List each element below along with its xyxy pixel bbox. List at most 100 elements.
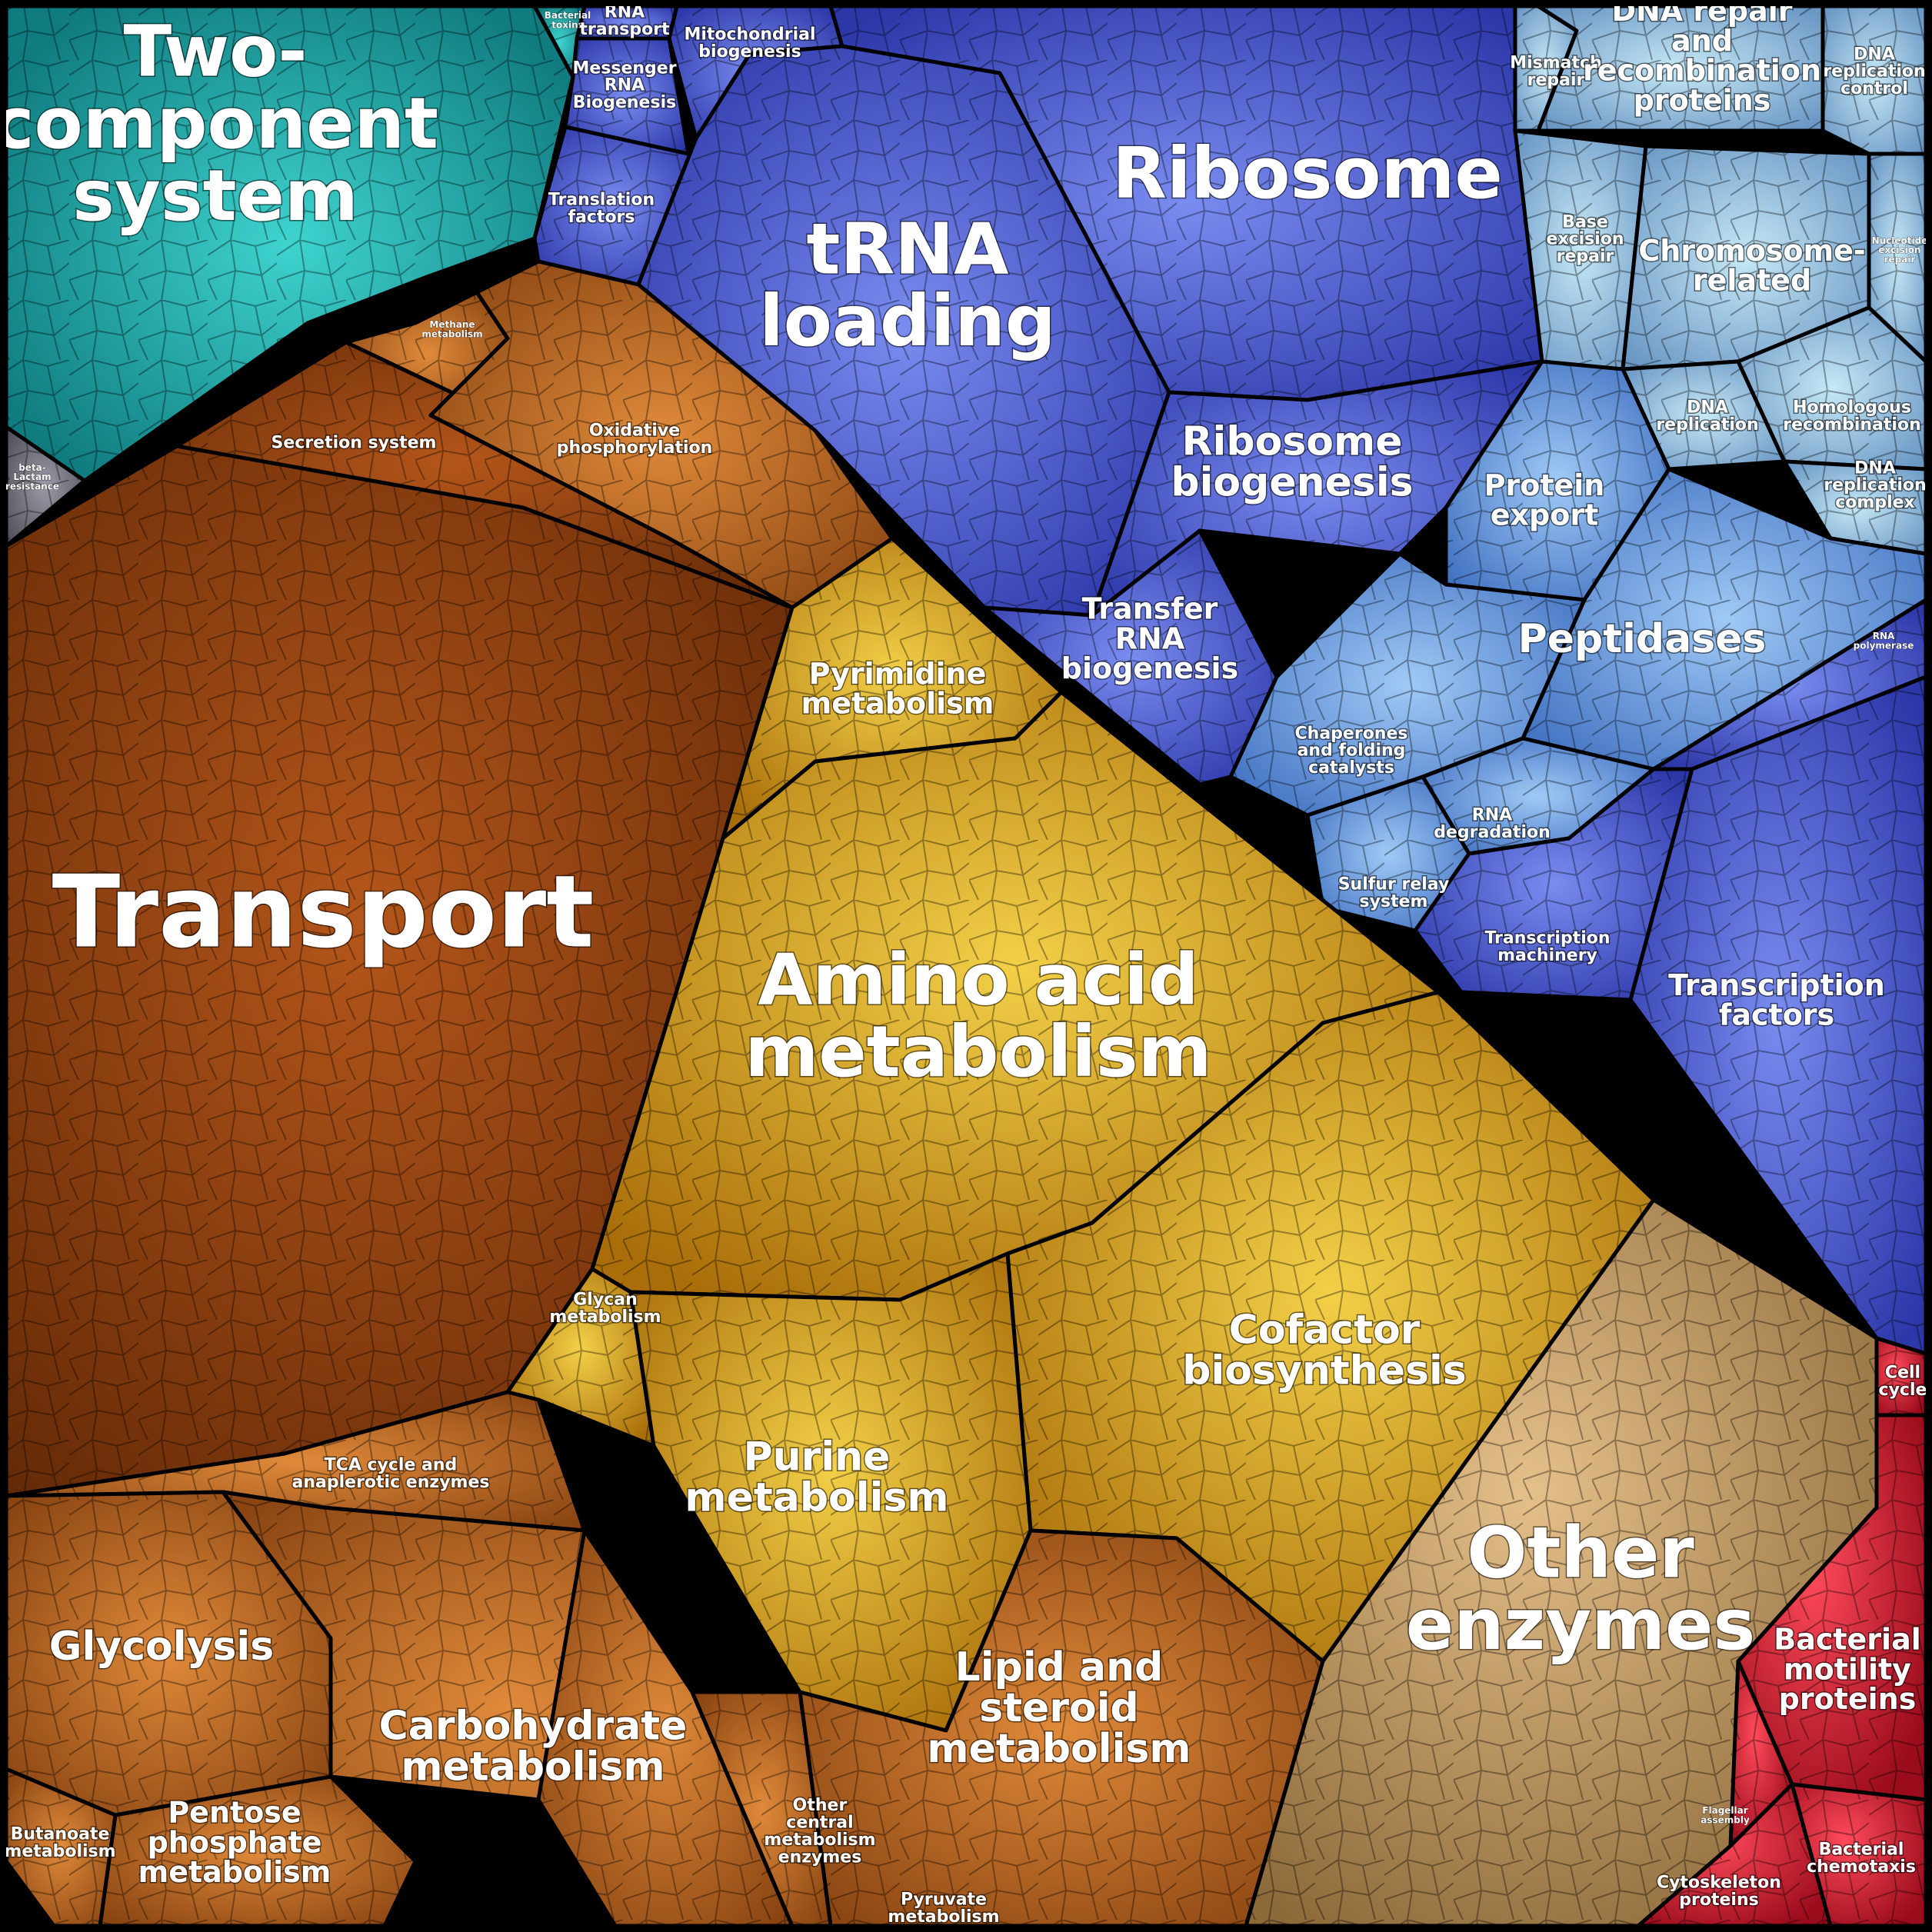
cell-texture [1446, 361, 1669, 600]
label-line: Methane [429, 319, 475, 330]
label-line: DNA [1854, 45, 1895, 64]
cell-texture [1823, 6, 1926, 154]
cell-two-component [4, 4, 575, 483]
label-line: Glycan [573, 1290, 638, 1309]
label-line: recombination [1583, 54, 1821, 88]
cell-protein-export [1444, 359, 1671, 602]
label-line: Butanoate [11, 1824, 110, 1844]
label-line: Messenger [572, 58, 676, 78]
cell-texture [431, 261, 892, 608]
cell-texture [535, 6, 585, 77]
label-line: complex [1835, 493, 1914, 512]
label-dna-replication-complex: DNA replication complex [1824, 458, 1926, 512]
label-line: Pyruvate [901, 1890, 987, 1909]
cell-lipid [798, 1528, 1325, 1928]
cell-texture [6, 427, 85, 546]
label-carbohydrate: Carbohydrate metabolism [379, 1704, 688, 1790]
label-line: system [72, 155, 358, 237]
label-line: phosphate [148, 1825, 322, 1859]
label-line: Homologous [1793, 398, 1911, 417]
label-rna-degradation: RNA degradation [1434, 805, 1551, 841]
label-line: Chromosome- [1638, 234, 1865, 268]
cell-texture [1738, 308, 1926, 469]
label-line: Glycolysis [49, 1624, 274, 1670]
label-trna-loading: tRNA loading [759, 208, 1056, 362]
cell-texture [1423, 738, 1654, 854]
label-translation-factors: Translation factors [548, 190, 655, 226]
cell-texture [984, 531, 1277, 784]
label-line: system [1360, 892, 1428, 911]
cell-pentose [98, 1774, 418, 1928]
label-sulfur-relay: Sulfur relay system [1338, 874, 1450, 911]
label-line: Chaperones [1295, 724, 1408, 743]
cell-texture [1523, 469, 1926, 769]
label-line: RNA [1873, 631, 1895, 641]
label-line: anaplerotic enzymes [292, 1473, 490, 1492]
cell-texture [1738, 1415, 1926, 1800]
label-line: metabolism [764, 1830, 875, 1850]
cell-texture [6, 446, 792, 1496]
label-cell-cycle: Cell cycle [1879, 1363, 1927, 1399]
label-line: Amino acid [758, 938, 1198, 1021]
label-line: metabolism [801, 687, 994, 721]
label-line: metabolism [927, 1726, 1191, 1772]
label-lipid: Lipid and steroid metabolism [927, 1644, 1191, 1772]
cell-dna-replication-control [1820, 4, 1928, 156]
cell-texture [692, 1692, 831, 1926]
label-line: repair [1884, 254, 1916, 265]
cell-texture [577, 6, 677, 38]
label-nucleotide-excision: Nucleotide excision repair [1872, 235, 1928, 265]
label-line: enzymes [778, 1847, 862, 1867]
cell-texture [6, 6, 573, 481]
label-line: Cytoskeleton [1657, 1873, 1781, 1892]
cell-dna-repair [1536, 4, 1825, 133]
cell-chromosome-related [1621, 144, 1871, 371]
cell-texture [538, 1531, 792, 1926]
label-line: TCA cycle and [325, 1455, 458, 1474]
label-dna-replication-control: DNA replication control [1823, 45, 1925, 98]
cell-texture [1231, 554, 1584, 815]
cell-rna-transport [575, 4, 679, 41]
cell-texture [1415, 769, 1692, 1000]
label-line: Bacterial [1774, 1623, 1921, 1657]
label-transcription-machinery: Transcription machinery [1484, 928, 1610, 964]
label-line: degradation [1434, 823, 1551, 842]
cell-texture [1623, 146, 1869, 369]
cell-dna-replication-complex [1782, 459, 1928, 556]
label-line: cycle [1879, 1381, 1927, 1400]
label-transport: Transport [52, 854, 595, 971]
cell-texture [6, 1492, 331, 1815]
label-two-component: Two-component system [0, 10, 438, 237]
label-line: replication [1823, 62, 1925, 82]
label-peptidases: Peptidases [1518, 616, 1767, 662]
cell-homologous-recombination [1736, 305, 1928, 471]
label-line: DNA [1854, 458, 1896, 478]
cell-nucleotide-excision [1867, 152, 1928, 364]
cell-oxidative-phosphorylation [428, 259, 894, 610]
cell-texture [6, 1392, 585, 1531]
cell-purine [628, 1251, 1033, 1733]
label-line: Ribosome [1182, 419, 1403, 465]
label-other-enzymes: Other enzymes [1406, 1511, 1755, 1666]
label-line: Ribosome [1112, 132, 1503, 215]
cell-texture [1538, 6, 1823, 131]
label-line: Pyrimidine [809, 657, 987, 691]
label-line: Other [793, 1796, 848, 1815]
label-line: Transfer [1082, 592, 1218, 626]
label-line: RNA [1115, 621, 1185, 655]
label-line: biosynthesis [1182, 1348, 1467, 1394]
label-line: Cofactor [1229, 1307, 1421, 1354]
label-tca: TCA cycle and anaplerotic enzymes [292, 1455, 490, 1491]
label-line: DNA [1687, 398, 1728, 417]
cell-texture [1631, 677, 1926, 1354]
label-line: export [1491, 498, 1599, 532]
cell-border [428, 259, 894, 610]
label-oxidative-phosphorylation: Oxidative phosphorylation [557, 421, 713, 457]
label-line: Mitochondrial [684, 25, 815, 44]
label-glycan: Glycan metabolism [549, 1290, 661, 1326]
cell-sulfur-relay [1305, 774, 1471, 933]
cell-texture [638, 46, 1169, 615]
label-line: motility [1784, 1652, 1911, 1686]
